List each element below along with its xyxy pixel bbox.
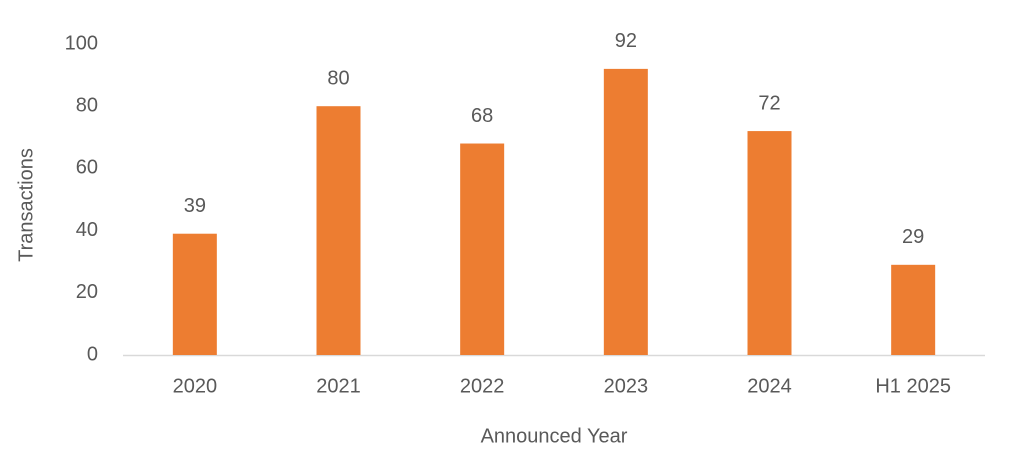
data-label: 92 bbox=[615, 30, 637, 52]
y-tick-label: 100 bbox=[65, 32, 98, 54]
y-tick-label: 0 bbox=[87, 343, 98, 365]
x-tick-label: 2024 bbox=[747, 375, 792, 397]
bar bbox=[460, 143, 505, 355]
data-label: 80 bbox=[327, 67, 349, 89]
data-label: 29 bbox=[902, 226, 924, 248]
y-tick-label: 60 bbox=[76, 157, 98, 179]
x-tick-label: 2023 bbox=[604, 375, 649, 397]
bar bbox=[603, 68, 648, 355]
y-tick-label: 20 bbox=[76, 281, 98, 303]
y-axis-title: Transactions bbox=[15, 148, 37, 262]
x-tick-label: 2020 bbox=[173, 375, 218, 397]
x-axis-title: Announced Year bbox=[481, 425, 628, 447]
data-label: 39 bbox=[184, 195, 206, 217]
y-tick-label: 40 bbox=[76, 219, 98, 241]
bar bbox=[316, 106, 361, 355]
bar bbox=[891, 264, 936, 355]
data-label: 68 bbox=[471, 105, 493, 127]
x-tick-label: 2021 bbox=[316, 375, 361, 397]
x-tick-label: 2022 bbox=[460, 375, 505, 397]
x-tick-label: H1 2025 bbox=[875, 375, 951, 397]
bar bbox=[747, 131, 792, 355]
data-label: 72 bbox=[758, 92, 780, 114]
y-tick-label: 80 bbox=[76, 94, 98, 116]
bar bbox=[172, 233, 217, 355]
